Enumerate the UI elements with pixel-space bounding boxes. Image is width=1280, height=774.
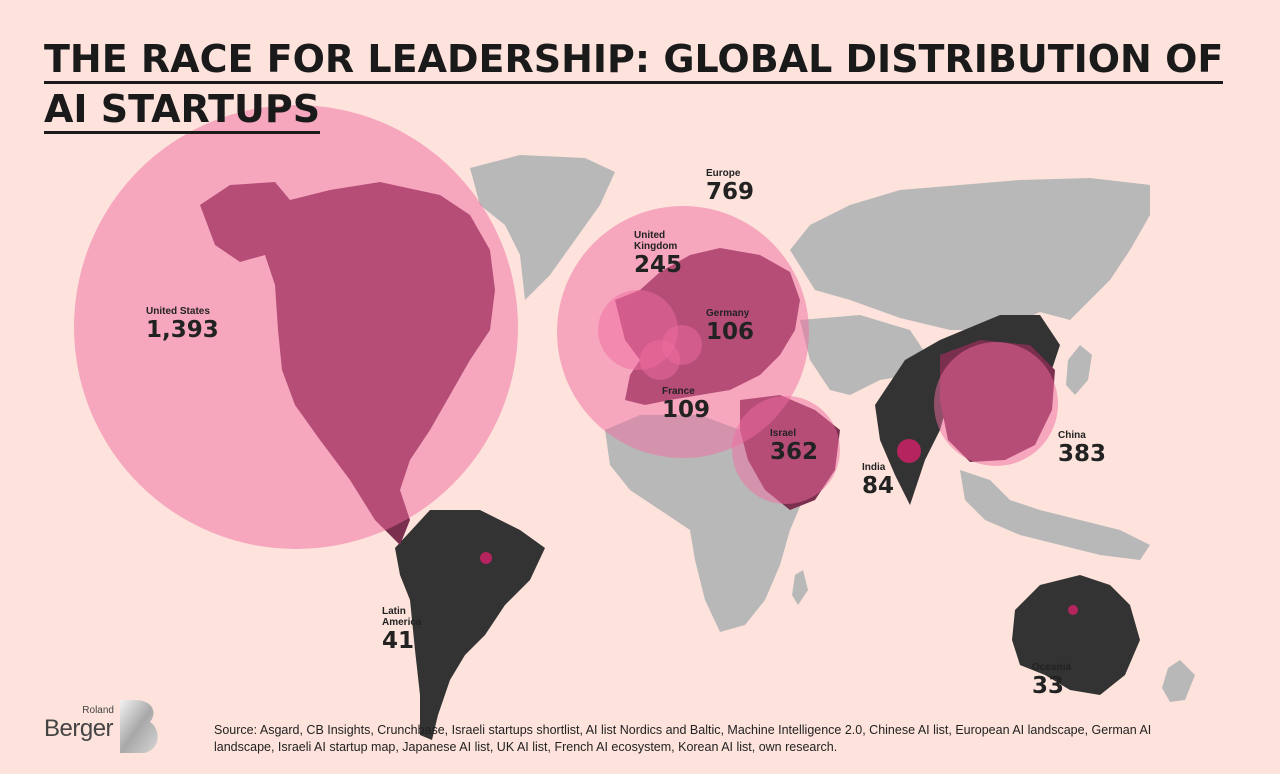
- russia-shape: [790, 178, 1150, 330]
- region-name: Germany: [706, 308, 750, 319]
- region-value: 1,393: [146, 317, 219, 343]
- dot-latin-america: [480, 552, 492, 564]
- bubble-china: [934, 342, 1058, 466]
- logo-small-text: Roland: [82, 705, 114, 716]
- region-value: 362: [770, 439, 819, 465]
- region-value: 33: [1032, 673, 1065, 699]
- region-value: 245: [634, 252, 683, 278]
- dot-india: [897, 439, 921, 463]
- roland-berger-logo: Roland Berger: [44, 706, 114, 742]
- region-name: China: [1058, 430, 1086, 441]
- region-name: United Kingdom: [634, 230, 678, 252]
- title-line-1: THE RACE FOR LEADERSHIP: GLOBAL DISTRIBU…: [44, 37, 1224, 84]
- region-value: 383: [1058, 441, 1107, 467]
- region-value: 106: [706, 319, 755, 345]
- australia-shape: [1012, 575, 1140, 695]
- label-united-kingdom: United Kingdom 245: [634, 230, 682, 278]
- region-value: 109: [662, 397, 711, 423]
- bubble-united-states: [74, 105, 518, 549]
- madagascar-shape: [792, 570, 808, 605]
- region-value: 84: [862, 473, 895, 499]
- logo-big-text: Berger: [44, 715, 114, 742]
- bubble-israel: [732, 396, 840, 504]
- dots: [480, 439, 1078, 615]
- japan-shape: [1066, 345, 1092, 395]
- label-india: India 84: [862, 462, 894, 499]
- region-value: 769: [706, 179, 755, 205]
- south-america-shape: [395, 510, 545, 740]
- logo-b-mark: [120, 700, 158, 753]
- region-name: France: [662, 386, 695, 397]
- new-zealand-shape: [1162, 660, 1195, 702]
- region-name: Israel: [770, 428, 797, 439]
- page-title: THE RACE FOR LEADERSHIP: GLOBAL DISTRIBU…: [44, 34, 1224, 134]
- source-note: Source: Asgard, CB Insights, Crunchbase,…: [214, 723, 1152, 754]
- title-line-2: AI STARTUPS: [44, 87, 321, 134]
- region-value: 41: [382, 628, 415, 654]
- greenland-shape: [470, 155, 615, 300]
- region-name: Oceania: [1032, 662, 1071, 673]
- region-name: United States: [146, 306, 210, 317]
- label-oceania: Oceania 33: [1032, 662, 1071, 699]
- southeast-asia-shape: [960, 470, 1150, 560]
- label-france: France 109: [662, 386, 710, 423]
- region-name: Latin America: [382, 606, 422, 628]
- bubble-france: [640, 340, 680, 380]
- label-united-states: United States 1,393: [146, 306, 219, 343]
- label-europe: Europe 769: [706, 168, 754, 205]
- label-israel: Israel 362: [770, 428, 818, 465]
- label-germany: Germany 106: [706, 308, 754, 345]
- bubbles: [74, 105, 1058, 549]
- region-name: India: [862, 462, 886, 473]
- label-latin-america: Latin America 41: [382, 606, 421, 654]
- dot-oceania: [1068, 605, 1078, 615]
- label-china: China 383: [1058, 430, 1106, 467]
- region-name: Europe: [706, 168, 741, 179]
